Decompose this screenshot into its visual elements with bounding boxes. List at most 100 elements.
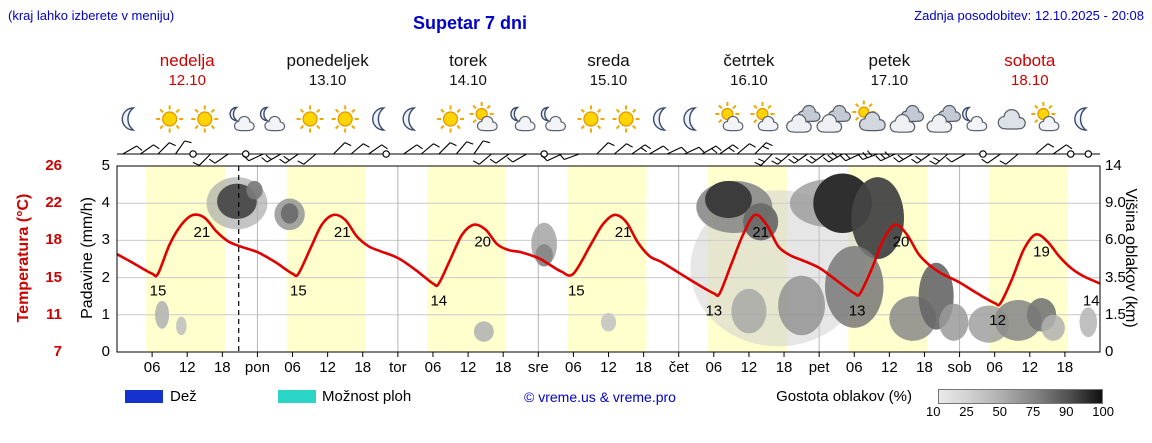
cloud-height-tick: 3.5 xyxy=(1105,268,1126,286)
wind-barb-icon xyxy=(455,141,468,155)
sun-ray xyxy=(753,118,758,124)
wind-barb-icon xyxy=(420,143,434,155)
wind-barb-tick xyxy=(416,144,423,150)
wind-barb-tick xyxy=(897,154,904,160)
wind-barb-tick xyxy=(867,150,873,157)
wind-barb-tick xyxy=(875,155,882,162)
day-header: sreda 15.10 xyxy=(538,50,678,90)
wind-barb-icon xyxy=(880,153,896,162)
day-name: četrtek xyxy=(723,51,775,70)
day-name: torek xyxy=(449,51,487,70)
day-name: sreda xyxy=(587,51,630,70)
wind-barb-tick xyxy=(698,146,705,153)
cloud-height-tick: 1.5 xyxy=(1105,305,1126,323)
wind-barb-icon xyxy=(512,153,527,163)
sun-ray xyxy=(334,108,340,113)
cloud-height-tick: 9.0 xyxy=(1105,194,1126,212)
sun-ray xyxy=(854,116,860,121)
sun-ray xyxy=(351,108,356,113)
day-date: 18.10 xyxy=(1011,72,1049,89)
density-tick: 50 xyxy=(992,404,1007,419)
sun-disc xyxy=(197,111,213,127)
wind-barb-tick xyxy=(507,157,514,163)
wind-barb-tick xyxy=(559,153,565,160)
copyright-link[interactable]: © vreme.us & vreme.pro xyxy=(524,389,676,405)
wind-barb-tick xyxy=(344,142,352,147)
wind-barb-tick xyxy=(184,140,192,144)
time-axis-label: 06 xyxy=(284,359,301,376)
time-axis-label: 06 xyxy=(143,359,161,376)
temperature-value-label: 13 xyxy=(849,302,866,319)
day-date: 16.10 xyxy=(730,72,768,89)
sun-ray xyxy=(316,108,321,113)
cloud-cover-blob xyxy=(731,288,767,334)
temperature-value-label: 19 xyxy=(1033,244,1050,261)
wind-barb-tick xyxy=(472,160,480,165)
moon-crescent xyxy=(683,107,698,131)
wind-barb-tick xyxy=(857,153,864,160)
wind-barb-icon xyxy=(701,145,717,155)
cloud-cover-blob xyxy=(535,244,553,267)
temperature-tick: 22 xyxy=(45,194,62,212)
precipitation-tick: 2 xyxy=(101,268,110,286)
weather-icon-sun-cloud xyxy=(1031,102,1060,132)
time-axis-label: 18 xyxy=(494,359,512,376)
wind-barb-icon xyxy=(862,153,878,160)
wind-barb-tick xyxy=(749,143,756,148)
temperature-tick: 7 xyxy=(53,343,62,360)
moon-crescent xyxy=(402,107,417,131)
wind-barb-tick xyxy=(732,144,739,150)
wind-barb-tick xyxy=(822,157,830,163)
wind-barb-tick xyxy=(482,140,491,144)
day-name: sobota xyxy=(1004,51,1056,70)
sun-disc xyxy=(162,111,178,127)
wind-barb-icon xyxy=(140,144,154,155)
wind-barb-icon xyxy=(368,144,383,155)
wind-barb-tick xyxy=(754,161,762,166)
wind-barb-icon xyxy=(760,153,773,166)
precipitation-tick: 1 xyxy=(101,305,110,323)
cloud-height-tick: 14 xyxy=(1105,157,1122,174)
wind-barb-icon xyxy=(198,153,212,166)
temperature-value-label: 21 xyxy=(752,224,769,241)
sun-ray xyxy=(1048,104,1053,110)
time-axis-label: 06 xyxy=(705,359,723,376)
moon-crescent xyxy=(962,106,972,122)
wind-barb-icon xyxy=(613,143,627,155)
weather-icon-sun xyxy=(437,105,465,133)
day-date: 12.10 xyxy=(168,72,206,89)
sun-ray xyxy=(456,108,461,113)
sun-ray xyxy=(334,125,340,130)
wind-barb-tick xyxy=(840,155,846,162)
wind-barb-icon xyxy=(284,153,299,164)
sun-ray xyxy=(194,108,199,113)
sun-ray xyxy=(440,125,445,130)
weather-icon-moon-cloud xyxy=(540,106,566,132)
density-tick: 25 xyxy=(959,404,974,419)
day-name: nedelja xyxy=(159,51,215,70)
precipitation-tick: 4 xyxy=(101,194,110,212)
time-axis-label: pon xyxy=(244,359,270,376)
cloud-cover-blob xyxy=(778,275,825,336)
time-axis-label: 18 xyxy=(213,359,231,376)
wind-barb-icon xyxy=(777,153,791,165)
wind-barb-tick xyxy=(884,151,891,157)
sun-ray xyxy=(299,125,305,130)
cloud-density-label: Gostota oblakov (%) xyxy=(776,388,912,405)
cloud-cover-blob xyxy=(851,177,904,259)
wind-barb-icon xyxy=(214,153,229,164)
time-axis-label: 06 xyxy=(986,359,1004,376)
sun-ray xyxy=(299,108,305,113)
cloud-density-ticks: 10 25 50 75 90 100 xyxy=(926,404,1114,419)
sun-ray xyxy=(175,108,180,113)
wind-barb-tick xyxy=(489,158,497,164)
weather-icon-moon xyxy=(652,107,667,131)
wind-barb-tick xyxy=(283,155,290,161)
time-axis-label: 06 xyxy=(845,359,863,376)
wind-barb-tick xyxy=(265,154,272,160)
page-title: Supetar 7 dni xyxy=(412,13,528,33)
sun-ray xyxy=(580,108,585,113)
time-axis-label: 12 xyxy=(178,359,196,376)
cloud-cover-blob xyxy=(280,203,299,224)
wind-barb-icon xyxy=(175,140,186,155)
